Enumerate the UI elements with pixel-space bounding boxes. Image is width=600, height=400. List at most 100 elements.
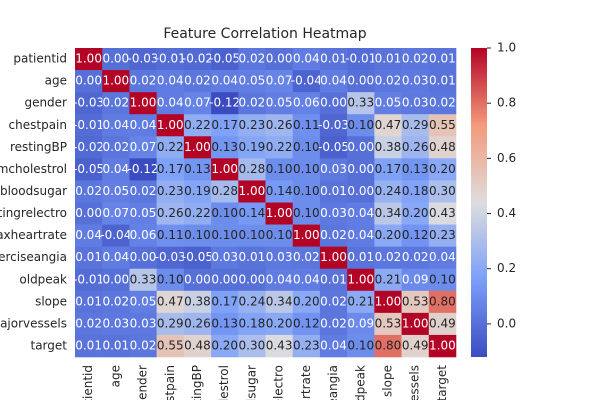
cell-label: 0.04 — [102, 250, 129, 264]
cell-label: 0.00 — [130, 250, 157, 264]
cell-label: 0.30 — [429, 184, 456, 198]
heatmap-cell — [428, 114, 457, 137]
cell-label: 0.12 — [293, 316, 320, 330]
cell-label: -0.12 — [209, 96, 240, 110]
heatmap-cell — [102, 70, 130, 93]
cell-label: 0.10 — [293, 184, 320, 198]
cell-label: 0.00 — [102, 272, 129, 286]
colorbar-tick-label: 0.4 — [497, 206, 516, 220]
y-tick-label: maxheartrate — [0, 228, 67, 242]
chart-title: Feature Correlation Heatmap — [163, 26, 366, 42]
heatmap-cell — [211, 224, 239, 247]
heatmap-cell — [265, 246, 294, 270]
cell-label: 0.11 — [293, 118, 320, 132]
heatmap-cell — [401, 114, 430, 137]
heatmap-cell — [319, 48, 348, 71]
cell-label: 0.01 — [320, 52, 347, 66]
heatmap-cell — [401, 224, 430, 247]
heatmap-cell — [265, 158, 294, 181]
heatmap-cell — [347, 70, 375, 93]
x-tick-label: restingBP — [190, 365, 204, 400]
heatmap-cell — [265, 92, 294, 115]
cell-label: 0.23 — [157, 184, 184, 198]
cell-label: -0.04 — [100, 228, 131, 242]
cell-label: 0.48 — [429, 140, 456, 154]
cell-label: 0.04 — [102, 162, 129, 176]
heatmap-cell — [374, 290, 402, 314]
heatmap-cell — [211, 180, 239, 203]
cell-label: 0.13 — [211, 140, 238, 154]
cell-label: 0.10 — [157, 272, 184, 286]
cell-label: 0.10 — [239, 228, 266, 242]
cell-label: 0.49 — [429, 316, 456, 330]
cell-label: 0.00 — [184, 272, 211, 286]
cell-label: 0.80 — [429, 294, 456, 308]
cell-label: 0.26 — [266, 118, 293, 132]
heatmap-cell — [374, 312, 402, 336]
y-tick-label: serumcholestrol — [0, 162, 67, 176]
heatmap-cell — [102, 334, 130, 358]
cell-label: 0.23 — [293, 338, 320, 352]
cell-label: 0.20 — [402, 206, 429, 220]
cell-label: 0.02 — [239, 52, 266, 66]
cell-label: 0.04 — [157, 96, 184, 110]
heatmap-cell — [347, 202, 375, 225]
heatmap-cell — [75, 48, 103, 71]
cell-label: -0.02 — [73, 140, 104, 154]
heatmap-cell — [265, 48, 294, 71]
heatmap-cell — [292, 202, 321, 225]
cell-label: 0.02 — [102, 294, 129, 308]
heatmap-cell — [211, 70, 239, 93]
cell-label: 0.01 — [429, 52, 456, 66]
heatmap-cell — [156, 312, 185, 336]
heatmap-cell — [292, 312, 321, 336]
cell-label: 0.02 — [75, 184, 102, 198]
cell-label: 0.22 — [157, 140, 184, 154]
heatmap-cell — [129, 202, 157, 225]
cell-label: 0.10 — [347, 338, 374, 352]
heatmap-cell — [129, 92, 157, 115]
heatmap-cell — [183, 48, 212, 71]
y-tick-label: noofmajorvessels — [0, 316, 67, 330]
heatmap-cell — [211, 202, 239, 225]
heatmap-cell — [75, 70, 103, 93]
heatmap-cell — [211, 114, 239, 137]
x-tick-label: maxheartrate — [299, 365, 313, 400]
heatmap-cell — [75, 136, 103, 159]
heatmap-cell — [319, 334, 348, 358]
cell-label: 0.09 — [347, 316, 374, 330]
cell-label: 0.30 — [239, 338, 266, 352]
cell-label: 0.49 — [402, 338, 429, 352]
heatmap-cell — [183, 180, 212, 203]
cell-label: 1.00 — [375, 294, 402, 308]
heatmap-cell — [374, 114, 402, 137]
heatmap-cell — [183, 92, 212, 115]
heatmap-cell — [211, 246, 239, 270]
heatmap-cell — [319, 92, 348, 115]
heatmap-cell — [292, 268, 321, 292]
cell-label: 0.04 — [157, 74, 184, 88]
heatmap-cell — [292, 48, 321, 71]
heatmap-cell — [75, 246, 103, 270]
heatmap-cell — [156, 158, 185, 181]
cell-label: 0.04 — [429, 250, 456, 264]
cell-label: 0.02 — [429, 96, 456, 110]
cell-label: 0.13 — [211, 316, 238, 330]
heatmap-cell — [156, 92, 185, 115]
colorbar-tick-label: 0.6 — [497, 151, 516, 165]
cell-label: 0.00 — [75, 74, 102, 88]
heatmap-cell — [319, 202, 348, 225]
heatmap-cell — [319, 114, 348, 137]
cell-label: 0.03 — [402, 96, 429, 110]
heatmap-cell — [428, 312, 457, 336]
cell-label: 0.02 — [402, 52, 429, 66]
heatmap-cell — [102, 158, 130, 181]
heatmap-cell — [183, 114, 212, 137]
heatmap-cell — [374, 158, 402, 181]
cell-label: 0.33 — [130, 272, 157, 286]
heatmap-cell — [102, 202, 130, 225]
cell-label: 0.05 — [130, 206, 157, 220]
cell-label: 0.14 — [266, 184, 293, 198]
heatmap-cell — [292, 180, 321, 203]
cell-label: 0.53 — [375, 316, 402, 330]
